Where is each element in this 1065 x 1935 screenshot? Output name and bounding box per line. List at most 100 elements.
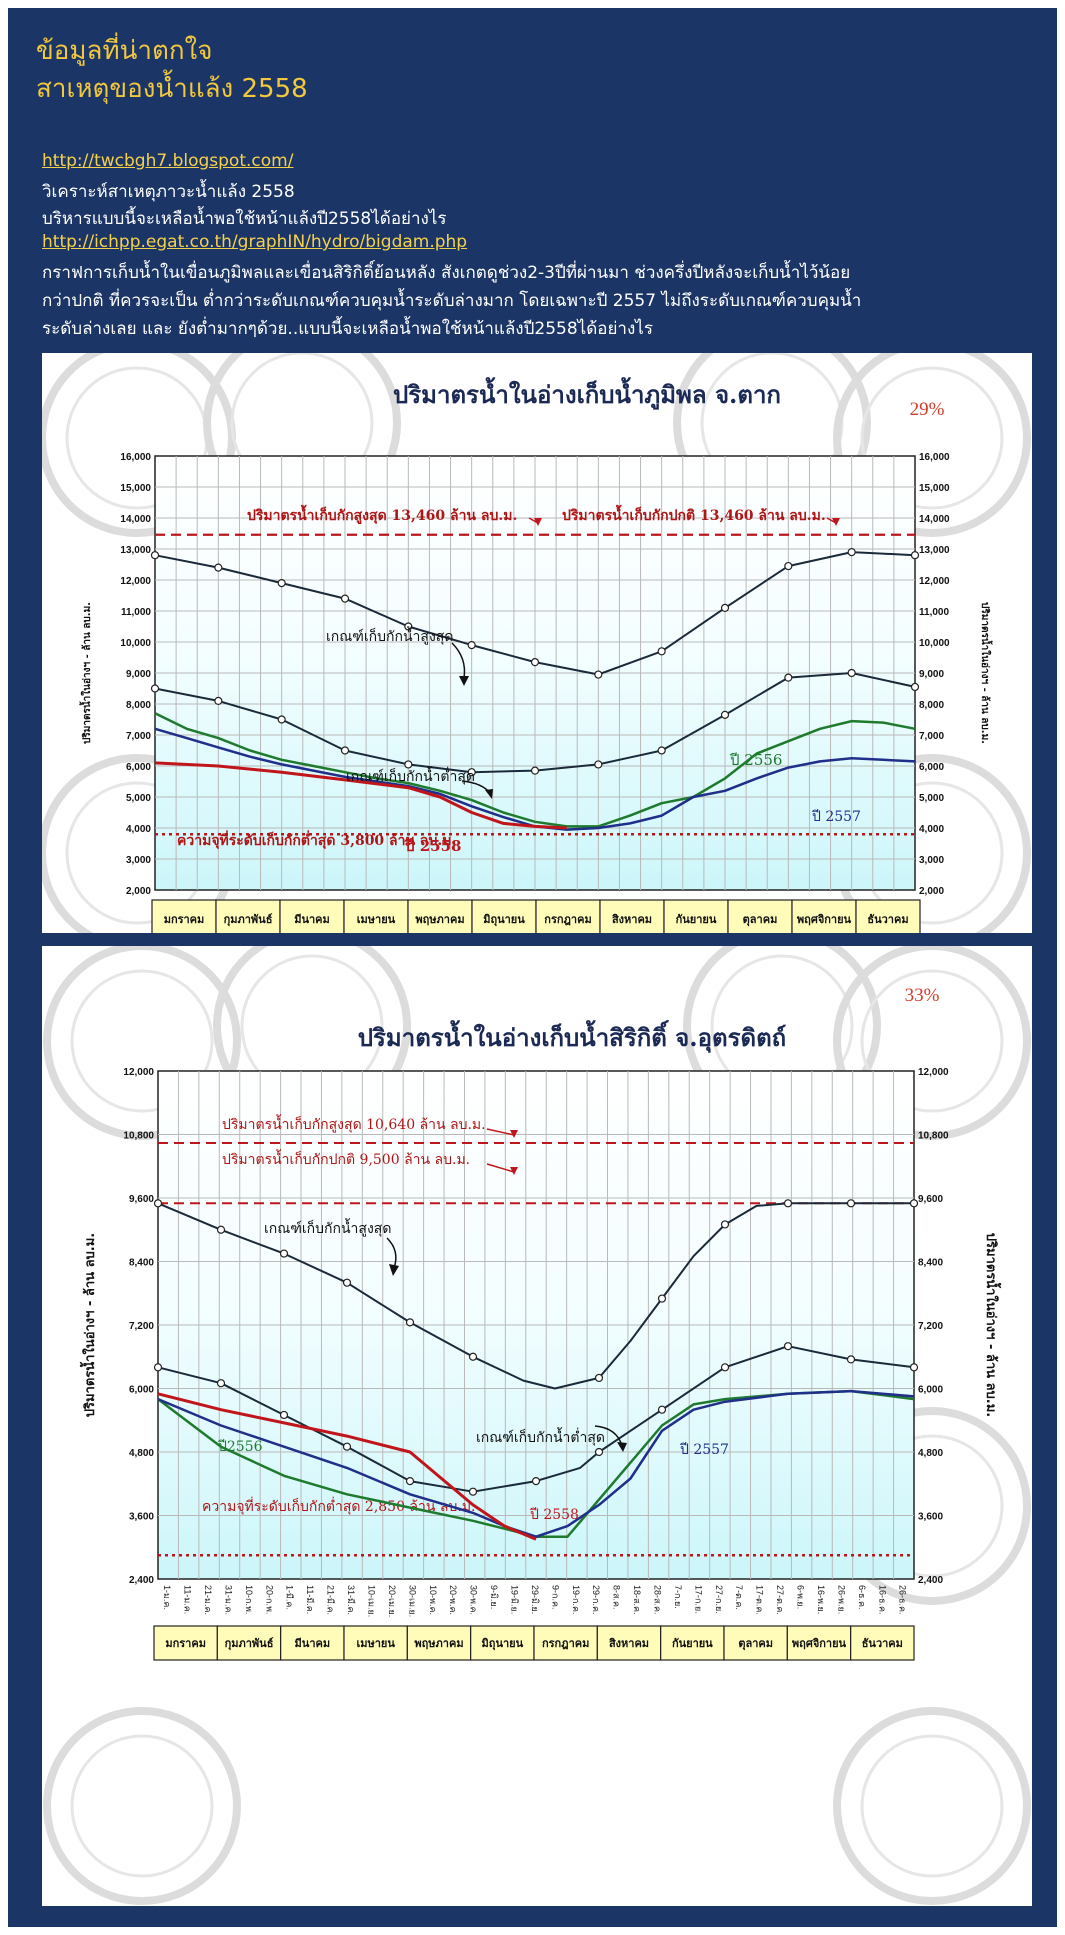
series-marker-lower xyxy=(910,682,920,692)
month-cell xyxy=(850,1625,915,1661)
reference-arrow-head xyxy=(832,518,840,526)
date-tick-label: 6-พ.ย. xyxy=(796,1585,806,1609)
y-axis-title-right: ปริมาตรน้ำในอ่างฯ - ล้าน ลบ.ม. xyxy=(979,602,993,744)
y-tick-label-left: 12,000 xyxy=(120,576,151,587)
month-label: มีนาคม xyxy=(294,913,330,926)
month-cell xyxy=(535,899,601,933)
watermark-seal-inner xyxy=(70,1734,214,1878)
reference-line-label: ความจุที่ระดับเก็บกักต่ำสุด 3,800 ล้าน ล… xyxy=(177,830,456,849)
series-label-y2556: ปี 2556 xyxy=(729,751,782,769)
date-tick-label: 7-ก.ย. xyxy=(673,1585,683,1609)
series-line-y2556 xyxy=(154,712,916,828)
y-tick-label-left: 11,000 xyxy=(121,607,151,618)
bhumibol-chart-panel: 2,000 2,000 3,000 3,000 4,000 4,000 5,000 5,000… xyxy=(42,353,1032,933)
series-marker-upper xyxy=(910,551,920,560)
y-tick-label-right: 3,000 xyxy=(919,855,944,866)
month-label: ตุลาคม xyxy=(743,913,778,927)
date-tick-label: 17-ต.ค. xyxy=(755,1585,765,1615)
series-marker-lower xyxy=(847,668,856,678)
reference-line-label: ปริมาตรน้ำเก็บกักสูงสุด 10,640 ล้าน ลบ.ม… xyxy=(222,1114,486,1133)
y-tick-label-left: 2,400 xyxy=(129,1575,154,1586)
series-label-y2557: ปี 2557 xyxy=(680,1442,729,1458)
series-marker-lower xyxy=(720,710,730,719)
y-tick-label-right: 11,000 xyxy=(919,607,949,618)
y-tick-label-left: 2,000 xyxy=(126,886,151,897)
month-cell xyxy=(660,1625,725,1661)
y-tick-label-right: 13,000 xyxy=(919,545,950,556)
series-marker-upper xyxy=(594,670,603,679)
y-tick-label-right: 7,000 xyxy=(919,731,944,742)
y-tick-label-left: 7,000 xyxy=(126,731,151,742)
series-marker-upper xyxy=(340,594,350,603)
month-label: พฤษภาคม xyxy=(415,913,464,926)
y-tick-label-right: 8,400 xyxy=(918,1258,943,1269)
annotation-arrow-head xyxy=(389,1264,399,1276)
series-marker-upper xyxy=(530,658,540,667)
watermark-seal-inner xyxy=(860,969,1004,1113)
month-cell xyxy=(471,899,537,933)
date-tick-label: 8-ส.ค. xyxy=(612,1585,622,1610)
y-tick-label-left: 4,000 xyxy=(126,824,151,835)
series-marker-upper xyxy=(657,1294,667,1303)
date-tick-label: 20-เม.ย. xyxy=(387,1585,397,1617)
month-label: พฤษภาคม xyxy=(414,1637,463,1650)
y-tick-label-right: 10,800 xyxy=(918,1131,949,1142)
reference-arrow xyxy=(486,1128,515,1136)
series-line-y2558 xyxy=(154,761,567,830)
series-marker-lower xyxy=(279,1410,289,1420)
y-tick-label-right: 5,000 xyxy=(919,793,944,804)
y-tick-label-right: 6,000 xyxy=(918,1385,943,1396)
y-tick-label-left: 15,000 xyxy=(120,483,151,494)
month-label: มกราคม xyxy=(164,913,205,926)
series-marker-lower xyxy=(342,1442,352,1451)
y-tick-label-left: 12,000 xyxy=(123,1067,154,1078)
series-marker-upper xyxy=(594,1373,604,1383)
annotation-arrow xyxy=(451,642,466,679)
series-marker-lower xyxy=(594,1447,604,1457)
bhumibol-chart: 2,000 2,000 3,000 3,000 4,000 4,000 5,000 5,000… xyxy=(42,353,1031,933)
reference-arrow-head xyxy=(534,518,542,526)
watermark-seal-inner xyxy=(70,969,214,1113)
date-tick-label: 30-เม.ย. xyxy=(407,1585,417,1617)
paragraph-line-2: กว่าปกติ ที่ควรจะเป็น ต่ำกว่าระดับเกณฑ์ค… xyxy=(42,291,862,311)
date-tick-label: 19-มิ.ย. xyxy=(509,1585,519,1614)
page-background: ข้อมูลที่น่าตกใจ สาเหตุของน้ำแล้ง 2558 h… xyxy=(8,8,1057,1927)
series-marker-lower xyxy=(594,760,603,769)
series-marker-lower xyxy=(216,1379,226,1388)
date-tick-label: 19-ก.ค. xyxy=(571,1585,581,1614)
month-cell xyxy=(723,1625,788,1661)
y-tick-label-right: 12,000 xyxy=(919,576,950,587)
date-tick-label: 9-ก.ค. xyxy=(550,1585,560,1609)
series-marker-upper xyxy=(214,563,223,572)
watermark-seal-inner xyxy=(860,366,1004,510)
watermark-seal xyxy=(833,353,1031,537)
y-tick-label-left: 14,000 xyxy=(120,514,151,525)
y-tick-label-left: 3,600 xyxy=(129,1512,154,1523)
series-label-y2557: ปี 2557 xyxy=(812,809,861,825)
y-axis-title-right: ปริมาตรน้ำในอ่างฯ - ล้าน ลบ.ม. xyxy=(983,1233,1002,1418)
date-tick-label: 21-มี.ค. xyxy=(326,1585,336,1615)
date-tick-label: 1-ม.ค. xyxy=(162,1585,172,1610)
month-label: ธันวาคม xyxy=(867,913,908,926)
blog-link[interactable]: http://twcbgh7.blogspot.com/ xyxy=(42,151,294,171)
month-label: เมษายน xyxy=(357,913,396,926)
date-tick-label: 7-ต.ค. xyxy=(734,1585,744,1610)
series-marker-lower xyxy=(405,1477,415,1486)
series-label-lower: เกณฑ์เก็บกักน้ำต่ำสุด xyxy=(346,766,475,785)
date-tick-label: 1-มี.ค. xyxy=(285,1585,295,1610)
analysis-text: วิเคราะห์สาเหตุภาวะน้ำแล้ง 2558 xyxy=(42,182,295,202)
series-label-upper: เกณฑ์เก็บกักน้ำสูงสุด xyxy=(326,626,453,645)
series-marker-lower xyxy=(277,715,286,724)
date-tick-label: 26-พ.ย. xyxy=(836,1585,846,1614)
date-tick-label: 16-ธ.ค. xyxy=(877,1585,887,1615)
y-tick-label-left: 10,800 xyxy=(123,1131,154,1142)
series-marker-lower xyxy=(783,1342,793,1351)
y-tick-label-left: 6,000 xyxy=(126,762,151,773)
month-cell xyxy=(791,899,857,933)
series-marker-upper xyxy=(405,1318,415,1327)
date-tick-label: 16-พ.ย. xyxy=(816,1585,826,1614)
month-cell xyxy=(280,1625,345,1661)
date-tick-label: 20-พ.ค. xyxy=(448,1585,458,1615)
egat-link[interactable]: http://ichpp.egat.co.th/graphIN/hydro/bi… xyxy=(42,232,468,252)
series-label-lower: เกณฑ์เก็บกักน้ำต่ำสุด xyxy=(476,1427,605,1446)
